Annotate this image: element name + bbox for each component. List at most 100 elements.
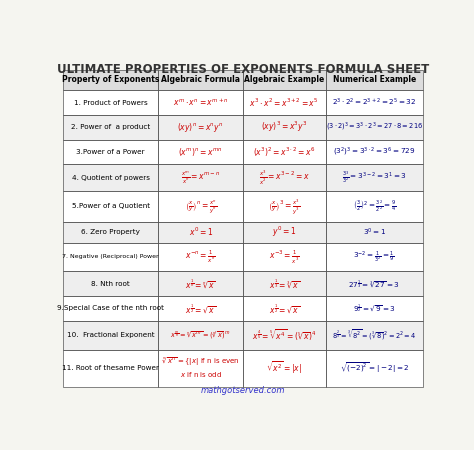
Text: $x^m \cdot x^n = x^{m+n}$: $x^m \cdot x^n = x^{m+n}$ (173, 97, 228, 108)
Bar (158, 115, 243, 140)
Bar (243, 271, 326, 296)
Text: $(x^m)^n = x^{mn}$: $(x^m)^n = x^{mn}$ (178, 146, 223, 158)
Bar (63, 222, 158, 243)
Bar (243, 115, 326, 140)
Bar (158, 321, 243, 350)
Bar (326, 222, 423, 243)
Text: $3^{-2} = \frac{1}{3^2} = \frac{1}{9}$: $3^{-2} = \frac{1}{3^2} = \frac{1}{9}$ (353, 249, 395, 265)
Bar (158, 90, 243, 115)
Bar (158, 296, 243, 321)
Bar (158, 191, 243, 222)
Text: $27^{\frac{1}{3}} = \sqrt[3]{27} = 3$: $27^{\frac{1}{3}} = \sqrt[3]{27} = 3$ (348, 278, 400, 290)
Text: $\left(\frac{x}{y}\right)^3 = \frac{x^3}{y^3}$: $\left(\frac{x}{y}\right)^3 = \frac{x^3}… (268, 197, 301, 216)
Bar (63, 321, 158, 350)
Bar (326, 70, 423, 90)
Text: Algebraic Example: Algebraic Example (244, 76, 324, 85)
Bar (243, 140, 326, 164)
Bar (326, 243, 423, 271)
Bar (158, 191, 243, 222)
Bar (158, 115, 243, 140)
Text: $x^{-n} = \frac{1}{x^n}$: $x^{-n} = \frac{1}{x^n}$ (185, 249, 216, 265)
Text: Numerical Example: Numerical Example (333, 76, 416, 85)
Text: $\sqrt{(-2)^2} = |-2| = 2$: $\sqrt{(-2)^2} = |-2| = 2$ (340, 361, 409, 375)
Bar (326, 296, 423, 321)
Text: $\left(\frac{x}{y}\right)^n = \frac{x^n}{y^n}$: $\left(\frac{x}{y}\right)^n = \frac{x^n}… (184, 198, 217, 215)
Text: Algebraic Formula: Algebraic Formula (161, 76, 240, 85)
Bar (63, 271, 158, 296)
Text: $x^{\frac{1}{2}} = \sqrt{x}$: $x^{\frac{1}{2}} = \sqrt{x}$ (269, 302, 300, 315)
Text: $(3 \cdot 2)^3 = 3^3 \cdot 2^3 = 27 \cdot 8 = 216$: $(3 \cdot 2)^3 = 3^3 \cdot 2^3 = 27 \cdo… (326, 121, 423, 133)
Bar (63, 321, 158, 350)
Bar (63, 115, 158, 140)
Text: 1. Product of Powers: 1. Product of Powers (74, 99, 147, 106)
Bar (63, 191, 158, 222)
Bar (63, 164, 158, 191)
Text: 2. Power of  a product: 2. Power of a product (71, 124, 150, 130)
Bar (158, 271, 243, 296)
Bar (63, 350, 158, 387)
Text: $8^{\frac{2}{3}} = \sqrt[3]{8^2} = (\sqrt[3]{8})^2 = 2^2 = 4$: $8^{\frac{2}{3}} = \sqrt[3]{8^2} = (\sqr… (332, 328, 417, 342)
Bar (158, 222, 243, 243)
Bar (326, 271, 423, 296)
Bar (243, 222, 326, 243)
Bar (243, 350, 326, 387)
Bar (243, 90, 326, 115)
Bar (63, 243, 158, 271)
Bar (63, 222, 158, 243)
Bar (158, 243, 243, 271)
Bar (63, 296, 158, 321)
Text: 9.Special Case of the nth root: 9.Special Case of the nth root (57, 306, 164, 311)
Text: 4. Quotient of powers: 4. Quotient of powers (72, 175, 150, 181)
Text: $(xy)^3 = x^3 y^3$: $(xy)^3 = x^3 y^3$ (261, 120, 308, 135)
Text: 11. Root of thesame Power: 11. Root of thesame Power (62, 365, 159, 371)
Bar (326, 140, 423, 164)
Bar (158, 350, 243, 387)
Bar (63, 70, 158, 90)
Bar (63, 243, 158, 271)
Bar (158, 164, 243, 191)
Bar (158, 90, 243, 115)
Text: 8. Nth root: 8. Nth root (91, 281, 130, 287)
Text: $x^{\frac{4}{5}} = \sqrt[5]{x^4} = (\sqrt[5]{x})^4$: $x^{\frac{4}{5}} = \sqrt[5]{x^4} = (\sqr… (252, 328, 317, 343)
Bar (158, 140, 243, 164)
Bar (63, 140, 158, 164)
Text: $\sqrt{x^2} = |x|$: $\sqrt{x^2} = |x|$ (266, 360, 302, 376)
Bar (158, 350, 243, 387)
Text: 6. Zero Property: 6. Zero Property (81, 229, 140, 235)
Text: 5.Power of a Quotient: 5.Power of a Quotient (72, 203, 150, 210)
Bar (243, 321, 326, 350)
Bar (158, 222, 243, 243)
Bar (243, 140, 326, 164)
Bar (243, 243, 326, 271)
Text: $2^3 \cdot 2^2 = 2^{3+2} = 2^5 = 32$: $2^3 \cdot 2^2 = 2^{3+2} = 2^5 = 32$ (332, 97, 417, 108)
Text: $(3^2)^3 = 3^{3 \cdot 2} = 3^6 = 729$: $(3^2)^3 = 3^{3 \cdot 2} = 3^6 = 729$ (333, 146, 415, 158)
Bar (158, 243, 243, 271)
Text: $x^{\frac{m}{n}} = \sqrt[n]{x^m} = (\sqrt[n]{x})^m$: $x^{\frac{m}{n}} = \sqrt[n]{x^m} = (\sqr… (170, 329, 231, 341)
Text: $(x^3)^2 = x^{3 \cdot 2} = x^6$: $(x^3)^2 = x^{3 \cdot 2} = x^6$ (253, 145, 316, 159)
Bar (243, 222, 326, 243)
Bar (63, 90, 158, 115)
Text: $y^0 = 1$: $y^0 = 1$ (272, 225, 296, 239)
Bar (158, 321, 243, 350)
Bar (243, 243, 326, 271)
Bar (158, 164, 243, 191)
Text: 3.Power of a Power: 3.Power of a Power (76, 149, 145, 155)
Text: Property of Exponents: Property of Exponents (62, 76, 159, 85)
Bar (63, 350, 158, 387)
Bar (243, 164, 326, 191)
Bar (158, 70, 243, 90)
Bar (243, 191, 326, 222)
Bar (326, 222, 423, 243)
Bar (243, 115, 326, 140)
Bar (63, 164, 158, 191)
Bar (63, 70, 158, 90)
Text: $\frac{x^m}{x^n} = x^{m-n}$: $\frac{x^m}{x^n} = x^{m-n}$ (181, 170, 220, 186)
Bar (243, 164, 326, 191)
Bar (63, 271, 158, 296)
Bar (243, 321, 326, 350)
Text: $x^0 = 1$: $x^0 = 1$ (189, 226, 213, 239)
Bar (158, 271, 243, 296)
Text: 7. Negative (Reciprocal) Power: 7. Negative (Reciprocal) Power (62, 254, 159, 260)
Bar (326, 90, 423, 115)
Text: $x^{-3} = \frac{1}{x^3}$: $x^{-3} = \frac{1}{x^3}$ (269, 248, 300, 266)
